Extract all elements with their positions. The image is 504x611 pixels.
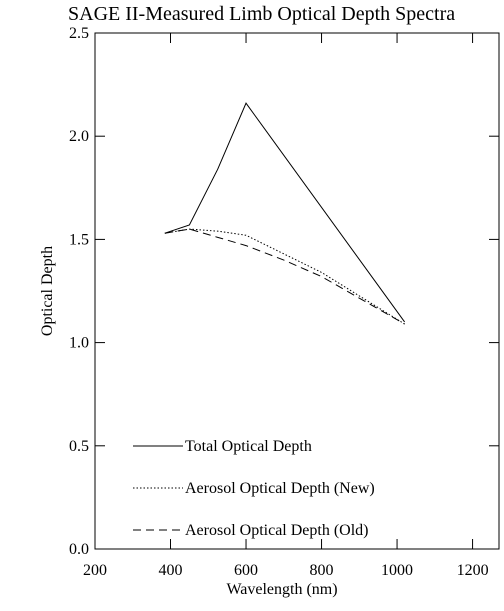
y-tick-label: 1.5 — [69, 231, 89, 248]
y-tick-label: 2.5 — [69, 25, 89, 42]
chart-title: SAGE II-Measured Limb Optical Depth Spec… — [68, 3, 455, 25]
x-tick-label: 200 — [83, 562, 107, 579]
legend-label: Aerosol Optical Depth (New) — [185, 480, 375, 497]
x-tick-label: 800 — [310, 562, 334, 579]
legend-label: Total Optical Depth — [185, 438, 312, 455]
plot-frame — [94, 32, 500, 550]
y-axis-label: Optical Depth — [39, 246, 56, 336]
series-line — [164, 228, 405, 325]
x-tick-label: 1200 — [457, 562, 489, 579]
y-tick-label: 1.0 — [69, 335, 89, 352]
y-tick-label: 2.0 — [69, 128, 89, 145]
y-tick-label: 0.0 — [69, 541, 89, 558]
x-axis-label: Wavelength (nm) — [226, 581, 337, 598]
x-tick-label: 1000 — [381, 562, 413, 579]
series-line — [164, 102, 406, 323]
y-tick-label: 0.5 — [69, 438, 89, 455]
legend-label: Aerosol Optical Depth (Old) — [185, 522, 369, 539]
series-line — [164, 228, 405, 325]
x-tick-label: 600 — [234, 562, 258, 579]
x-tick-label: 400 — [159, 562, 183, 579]
